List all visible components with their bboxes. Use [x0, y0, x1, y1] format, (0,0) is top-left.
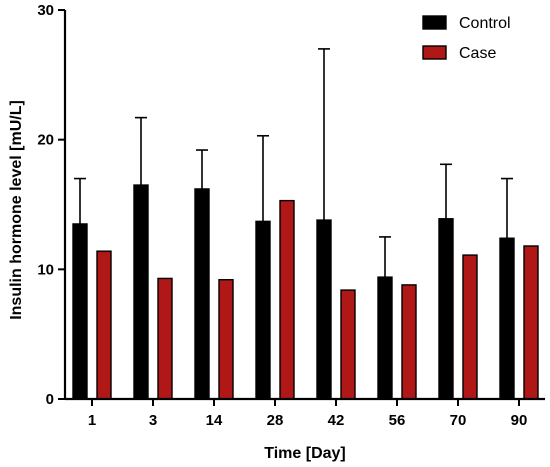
error-bars-layer	[74, 48, 513, 278]
x-tick-label-14: 14	[206, 412, 223, 429]
bar-control-day-3	[133, 184, 149, 400]
bar-case-day-1	[96, 250, 112, 400]
y-ticks: 0 10 20 30	[37, 2, 65, 408]
x-tick-label-90: 90	[511, 412, 528, 429]
bar-case-day-90	[523, 245, 539, 400]
y-axis-title: Insulin hormone level [mU/L]	[8, 100, 25, 320]
bar-control-day-28	[255, 220, 271, 400]
bar-case-day-28	[279, 199, 295, 400]
x-ticks: 1 3 14 28 42 56 70 90	[88, 399, 528, 429]
x-tick-label-28: 28	[267, 412, 284, 429]
legend: Control Case	[422, 15, 511, 62]
legend-label-case: Case	[459, 45, 496, 62]
x-axis-title: Time [Day]	[264, 445, 346, 462]
y-tick-label-30: 30	[37, 2, 54, 19]
bar-control-day-56	[377, 276, 393, 400]
axes-layer	[63, 10, 545, 401]
legend-swatch-case	[422, 45, 447, 60]
bar-case-day-3	[157, 277, 173, 400]
bars-layer	[72, 184, 539, 400]
x-tick-label-70: 70	[450, 412, 467, 429]
bar-control-day-42	[316, 219, 332, 400]
x-tick-label-1: 1	[88, 412, 96, 429]
y-tick-label-20: 20	[37, 132, 54, 149]
x-tick-label-56: 56	[389, 412, 406, 429]
bar-control-day-1	[72, 223, 88, 400]
legend-label-control: Control	[459, 15, 511, 32]
bar-control-day-14	[194, 188, 210, 400]
bar-case-day-70	[462, 254, 478, 400]
legend-swatch-control	[422, 15, 447, 30]
bar-case-day-14	[218, 279, 234, 400]
y-tick-label-10: 10	[37, 261, 54, 278]
bar-control-day-70	[438, 218, 454, 400]
bar-case-day-42	[340, 289, 356, 400]
x-tick-label-42: 42	[328, 412, 345, 429]
y-tick-label-0: 0	[46, 391, 54, 408]
x-tick-label-3: 3	[149, 412, 157, 429]
bar-control-day-90	[499, 237, 515, 400]
bar-case-day-56	[401, 284, 417, 400]
